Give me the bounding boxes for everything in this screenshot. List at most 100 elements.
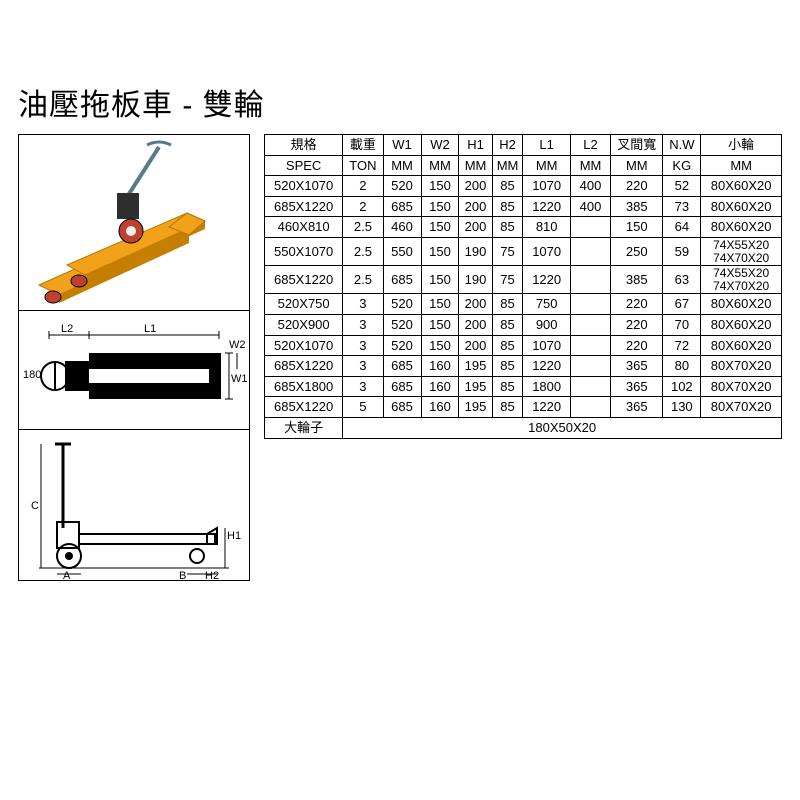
label-h2: H2 bbox=[205, 570, 219, 581]
cell-w2: 150 bbox=[421, 314, 459, 335]
cell-l1: 1220 bbox=[523, 196, 570, 217]
cell-spec: 520X1070 bbox=[265, 176, 343, 197]
table-header-zh: 規格載重W1W2H1H2L1L2叉間寬N.W小輪 bbox=[265, 135, 782, 156]
cell-h1: 200 bbox=[459, 335, 492, 356]
cell-spec: 685X1800 bbox=[265, 376, 343, 397]
hdr-en-7: MM bbox=[570, 155, 610, 176]
label-a: A bbox=[63, 570, 70, 581]
cell-w1: 685 bbox=[383, 356, 421, 377]
cell-ton: 3 bbox=[343, 356, 383, 377]
label-h1: H1 bbox=[227, 530, 241, 542]
cell-wheel: 80X60X20 bbox=[701, 217, 782, 238]
cell-w2: 150 bbox=[421, 176, 459, 197]
cell-h2: 85 bbox=[492, 376, 523, 397]
hdr-zh-2: W1 bbox=[383, 135, 421, 156]
cell-nw: 70 bbox=[663, 314, 701, 335]
cell-ton: 2.5 bbox=[343, 266, 383, 294]
label-l2: L2 bbox=[61, 323, 73, 335]
cell-wheel: 80X60X20 bbox=[701, 294, 782, 315]
cell-fork: 220 bbox=[611, 314, 663, 335]
cell-ton: 2.5 bbox=[343, 217, 383, 238]
cell-wheel: 80X60X20 bbox=[701, 314, 782, 335]
cell-l2 bbox=[570, 266, 610, 294]
hdr-en-5: MM bbox=[492, 155, 523, 176]
cell-w2: 160 bbox=[421, 397, 459, 418]
cell-fork: 385 bbox=[611, 266, 663, 294]
cell-w2: 150 bbox=[421, 196, 459, 217]
cell-w1: 460 bbox=[383, 217, 421, 238]
page-title: 油壓拖板車 - 雙輪 bbox=[18, 80, 782, 124]
table-row: 685X122036851601958512203658080X70X20 bbox=[265, 356, 782, 377]
cell-l2: 400 bbox=[570, 176, 610, 197]
cell-l1: 1070 bbox=[523, 335, 570, 356]
cell-nw: 52 bbox=[663, 176, 701, 197]
label-w1: W1 bbox=[231, 373, 248, 385]
hdr-zh-4: H1 bbox=[459, 135, 492, 156]
big-wheel-row: 大輪子 180X50X20 bbox=[265, 417, 782, 438]
cell-nw: 80 bbox=[663, 356, 701, 377]
table-row: 685X1220568516019585122036513080X70X20 bbox=[265, 397, 782, 418]
hdr-zh-10: 小輪 bbox=[701, 135, 782, 156]
cell-wheel: 80X70X20 bbox=[701, 397, 782, 418]
cell-fork: 220 bbox=[611, 294, 663, 315]
cell-l1: 1070 bbox=[523, 176, 570, 197]
cell-nw: 73 bbox=[663, 196, 701, 217]
cell-l1: 1220 bbox=[523, 397, 570, 418]
table-header-en: SPECTONMMMMMMMMMMMMMMKGMM bbox=[265, 155, 782, 176]
hdr-zh-3: W2 bbox=[421, 135, 459, 156]
diagram-column: L2 L1 W1 W2 180 bbox=[18, 134, 258, 581]
cell-h1: 200 bbox=[459, 217, 492, 238]
cell-fork: 365 bbox=[611, 356, 663, 377]
cell-fork: 220 bbox=[611, 176, 663, 197]
cell-fork: 365 bbox=[611, 376, 663, 397]
cell-w2: 150 bbox=[421, 294, 459, 315]
cell-w2: 150 bbox=[421, 237, 459, 265]
cell-ton: 3 bbox=[343, 376, 383, 397]
cell-nw: 102 bbox=[663, 376, 701, 397]
cell-h2: 85 bbox=[492, 294, 523, 315]
cell-ton: 5 bbox=[343, 397, 383, 418]
cell-h2: 85 bbox=[492, 397, 523, 418]
table-row: 550X10702.55501501907510702505974X55X207… bbox=[265, 237, 782, 265]
big-wheel-label: 大輪子 bbox=[265, 417, 343, 438]
hdr-zh-6: L1 bbox=[523, 135, 570, 156]
hdr-zh-1: 載重 bbox=[343, 135, 383, 156]
cell-l2 bbox=[570, 397, 610, 418]
cell-fork: 365 bbox=[611, 397, 663, 418]
cell-l1: 810 bbox=[523, 217, 570, 238]
product-photo bbox=[18, 134, 250, 311]
cell-l1: 1220 bbox=[523, 266, 570, 294]
cell-ton: 3 bbox=[343, 335, 383, 356]
table-row: 520X7503520150200857502206780X60X20 bbox=[265, 294, 782, 315]
cell-w1: 685 bbox=[383, 266, 421, 294]
top-view-diagram: L2 L1 W1 W2 180 bbox=[18, 311, 250, 430]
cell-ton: 2.5 bbox=[343, 237, 383, 265]
cell-l1: 1800 bbox=[523, 376, 570, 397]
cell-h1: 200 bbox=[459, 294, 492, 315]
cell-h1: 200 bbox=[459, 176, 492, 197]
cell-ton: 2 bbox=[343, 176, 383, 197]
cell-l2: 400 bbox=[570, 196, 610, 217]
cell-spec: 520X900 bbox=[265, 314, 343, 335]
cell-fork: 250 bbox=[611, 237, 663, 265]
hdr-en-9: KG bbox=[663, 155, 701, 176]
label-c: C bbox=[31, 500, 39, 512]
label-b: B bbox=[179, 570, 186, 581]
cell-w1: 520 bbox=[383, 335, 421, 356]
cell-wheel: 80X70X20 bbox=[701, 356, 782, 377]
cell-h1: 195 bbox=[459, 376, 492, 397]
cell-l1: 1220 bbox=[523, 356, 570, 377]
label-l1: L1 bbox=[144, 323, 156, 335]
cell-h1: 200 bbox=[459, 196, 492, 217]
cell-h2: 85 bbox=[492, 356, 523, 377]
cell-wheel: 74X55X2074X70X20 bbox=[701, 237, 782, 265]
cell-l1: 1070 bbox=[523, 237, 570, 265]
cell-spec: 685X1220 bbox=[265, 397, 343, 418]
table-row: 685X12202.56851501907512203856374X55X207… bbox=[265, 266, 782, 294]
cell-ton: 3 bbox=[343, 314, 383, 335]
cell-w2: 150 bbox=[421, 266, 459, 294]
cell-spec: 520X1070 bbox=[265, 335, 343, 356]
cell-h1: 200 bbox=[459, 314, 492, 335]
hdr-en-3: MM bbox=[421, 155, 459, 176]
cell-wheel: 80X60X20 bbox=[701, 335, 782, 356]
